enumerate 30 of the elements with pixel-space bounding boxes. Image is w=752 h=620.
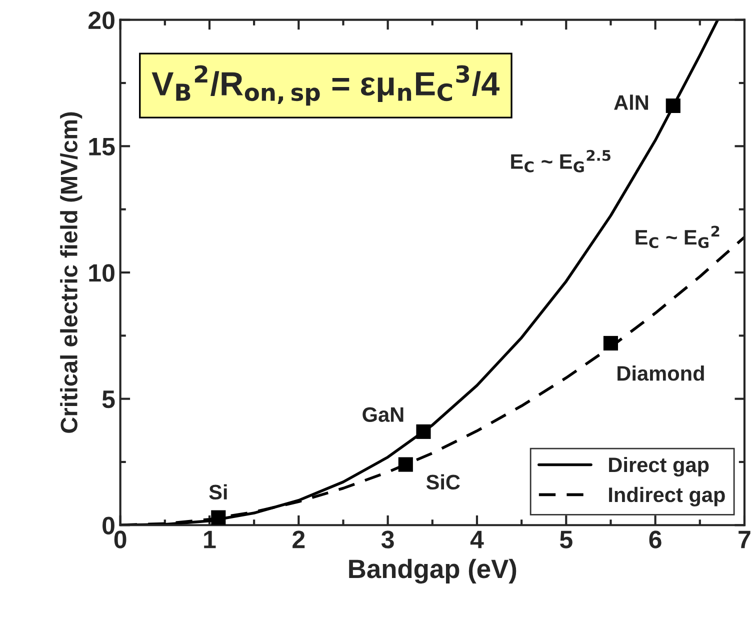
x-tick-label: 6 [649,530,662,548]
x-tick-label: 0 [114,530,126,548]
point [666,98,680,114]
y-axis-title: Critical electric field (MV/cm) [60,112,82,433]
x-tick-label: 7 [738,530,750,548]
x-tick-label: 3 [381,530,394,548]
legend-label: Indirect gap [609,486,725,506]
x-tick-label: 2 [292,530,305,548]
point [211,510,226,525]
x-tick-label: 1 [204,530,216,548]
annotation: GaN [362,407,404,422]
annotation: E$_{C}$ ~ E$_{G}$$^{2}$ [636,226,720,248]
y-tick-label: 20 [88,11,114,30]
y-tick-label: 0 [102,516,114,534]
annotation: AlN [614,94,648,110]
annotation: Si [209,484,227,500]
annotation: Diamond [618,365,704,381]
x-tick-label: 4 [470,530,484,548]
legend-label: Direct gap [609,456,709,476]
point [398,457,413,472]
point [416,424,431,439]
y-tick-label: 15 [89,138,115,156]
annotation: E$_{C}$ ~ E$_{G}$$^{2.5}$ [511,150,610,172]
y-tick-label: 10 [89,264,114,282]
x-tick-label: 5 [560,530,572,548]
text: V$_{B}$$^{2}$/R$_{on,sp}$ = εμ$_{n}$E$_{C}$$^{3}$/4 [152,65,500,106]
annotation: SiC [426,474,460,490]
x-axis-title: Bandgap (eV) [349,558,516,584]
y-tick-label: 5 [102,390,115,408]
point [603,336,618,351]
